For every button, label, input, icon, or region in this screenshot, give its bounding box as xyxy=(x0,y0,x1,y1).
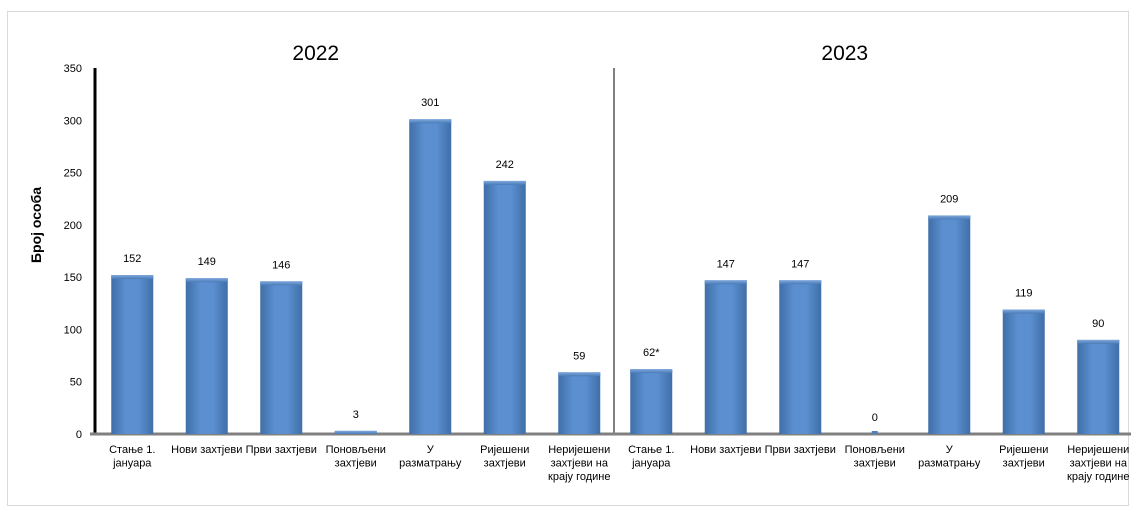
category-label: захтјеви xyxy=(854,458,896,470)
year-label: 2023 xyxy=(821,42,868,65)
bars xyxy=(111,119,1119,434)
bar-cap xyxy=(1003,310,1045,314)
bar xyxy=(484,181,526,434)
bar xyxy=(558,372,600,434)
category-label: Поновљени xyxy=(845,444,905,456)
y-axis-title: Број особа xyxy=(28,187,44,263)
category-label: Први захтјеви xyxy=(246,444,317,456)
data-label: 152 xyxy=(123,253,141,265)
y-tick-label: 0 xyxy=(76,429,82,441)
category-label: Нови захтјеви xyxy=(690,444,761,456)
category-label: У xyxy=(427,444,435,456)
bar-cap xyxy=(335,431,377,434)
category-label: захтјеви на xyxy=(1070,458,1128,470)
bar xyxy=(260,281,302,434)
data-label: 90 xyxy=(1092,318,1104,330)
category-label: захтјеви xyxy=(1003,458,1045,470)
axes xyxy=(90,68,1131,434)
data-label: 301 xyxy=(421,97,439,109)
data-label: 3 xyxy=(353,409,359,421)
category-label: Стање 1. xyxy=(109,444,155,456)
category-label: захтјеви xyxy=(484,458,526,470)
y-tick-label: 100 xyxy=(64,324,82,336)
bar xyxy=(1003,310,1045,434)
bar xyxy=(409,119,451,434)
y-tick-label: 50 xyxy=(70,377,82,389)
category-label: јануара xyxy=(631,458,671,470)
data-label: 147 xyxy=(791,258,809,270)
bar-cap xyxy=(260,281,302,285)
category-label: захтјеви на xyxy=(551,458,609,470)
data-label: 147 xyxy=(717,258,735,270)
bar-cap xyxy=(928,215,970,219)
category-label: Нови захтјеви xyxy=(171,444,242,456)
bar xyxy=(1077,340,1119,434)
category-label: захтјеви xyxy=(335,458,377,470)
year-labels: 2022 2023 xyxy=(292,42,868,65)
year-label: 2022 xyxy=(292,42,339,65)
bar-cap xyxy=(409,119,451,123)
bar xyxy=(111,275,153,434)
category-label: Неријешени xyxy=(548,444,610,456)
bar xyxy=(705,280,747,434)
bar-cap xyxy=(111,275,153,279)
data-label: 209 xyxy=(940,193,958,205)
bar xyxy=(928,215,970,434)
category-label: разматрању xyxy=(399,458,462,470)
category-label: Неријешени xyxy=(1067,444,1129,456)
data-label: 62* xyxy=(643,347,660,359)
y-tick-labels: 0 50 100 150 200 250 300 350 xyxy=(64,63,82,441)
bar-cap xyxy=(484,181,526,185)
bar-cap xyxy=(1077,340,1119,344)
y-tick-label: 250 xyxy=(64,168,82,180)
bar-cap xyxy=(558,372,600,376)
y-tick-label: 150 xyxy=(64,272,82,284)
data-label: 119 xyxy=(1015,288,1033,300)
category-label: Ријешени xyxy=(999,444,1048,456)
category-label: Стање 1. xyxy=(628,444,674,456)
category-label: јануара xyxy=(112,458,152,470)
bar-cap xyxy=(186,278,228,282)
data-label: 242 xyxy=(496,159,514,171)
y-tick-label: 300 xyxy=(64,115,82,127)
bar-cap xyxy=(630,369,672,373)
category-label: разматрању xyxy=(918,458,981,470)
data-label: 0 xyxy=(872,412,878,424)
category-label: Поновљени xyxy=(326,444,386,456)
category-label: У xyxy=(946,444,954,456)
category-label: крају године xyxy=(548,471,610,483)
bar-cap xyxy=(705,280,747,284)
bar-cap xyxy=(779,280,821,284)
data-label: 146 xyxy=(272,259,290,271)
category-labels: Стање 1. јануара Нови захтјеви Први захтјев… xyxy=(109,444,1129,483)
y-tick-label: 350 xyxy=(64,63,82,75)
bar xyxy=(872,431,878,434)
category-label: Први захтјеви xyxy=(765,444,836,456)
y-tick-label: 200 xyxy=(64,220,82,232)
bar xyxy=(779,280,821,434)
bar xyxy=(186,278,228,434)
category-label: крају године xyxy=(1067,471,1129,483)
data-label: 149 xyxy=(198,256,216,268)
category-label: Ријешени xyxy=(480,444,529,456)
bar xyxy=(630,369,672,434)
data-label: 59 xyxy=(573,350,585,362)
